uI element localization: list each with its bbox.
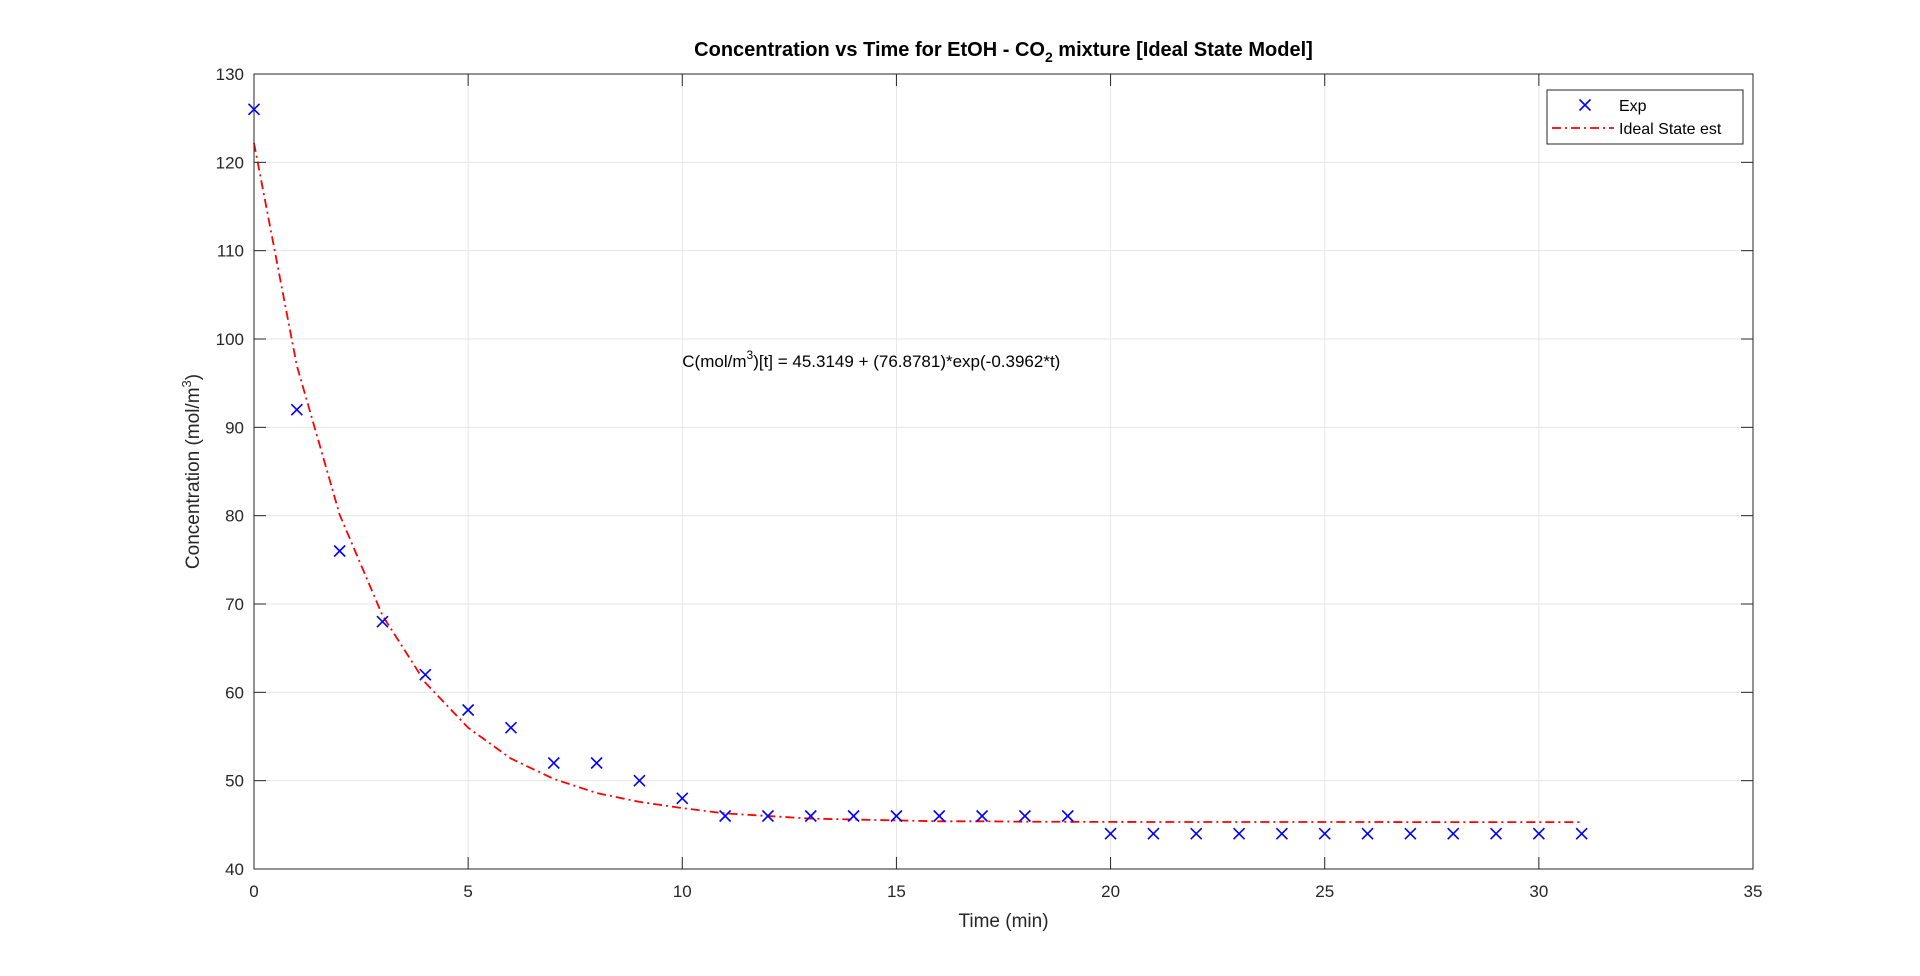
y-axis-label-close: ) (183, 374, 204, 380)
exp-data-point (1575, 827, 1588, 840)
axis-ticks: 0 5 10 15 20 25 30 35 40 50 60 70 80 90 100 110 120 130 (216, 65, 1763, 901)
plot-area (254, 74, 1753, 869)
exp-data-point (290, 403, 303, 416)
exp-data-point (1275, 827, 1288, 840)
exp-data-point (1318, 827, 1331, 840)
exp-data-point (719, 809, 732, 823)
exp-data-point (1018, 809, 1031, 823)
exp-data-point (1147, 827, 1160, 840)
exp-data-point (847, 809, 860, 823)
legend-exp-x-glyph (1578, 98, 1592, 112)
chart-title: Concentration vs Time for EtOH - CO2 mix… (694, 39, 1313, 65)
x-tick-label-1: 5 (463, 882, 472, 901)
exp-data-point (1532, 827, 1545, 840)
y-tick-label-6: 100 (216, 330, 244, 349)
x-axis-label: Time (min) (958, 911, 1048, 932)
exp-data-point (1104, 827, 1117, 840)
y-tick-label-0: 40 (225, 860, 244, 879)
exp-data-point (1232, 827, 1246, 840)
exp-data-point (419, 668, 432, 681)
series-markers (247, 103, 1588, 840)
plot-frame (253, 73, 1754, 870)
exp-data-point (590, 756, 603, 770)
exp-data-point (376, 615, 389, 628)
exp-data-point (1447, 827, 1460, 840)
y-axis-label: Concentration (mol/m3) (179, 374, 204, 569)
exp-data-point (676, 792, 689, 805)
y-tick-label-3: 70 (225, 595, 244, 614)
exp-data-point (547, 756, 560, 770)
legend-exp-marker-icon (1578, 98, 1592, 112)
x-tick-label-3: 15 (887, 882, 906, 901)
y-axis-label-main: Concentration (mol/m (183, 387, 204, 569)
y-tick-label-7: 110 (217, 242, 244, 261)
y-tick-label-1: 50 (225, 772, 244, 791)
exp-data-point (1489, 827, 1503, 840)
exp-data-point (333, 544, 346, 558)
fit-equation-sup: 3 (747, 348, 754, 362)
legend-box (1546, 89, 1744, 145)
chart-title-subscript: 2 (1045, 49, 1053, 65)
chart-title-suffix: mixture [Ideal State Model] (1053, 39, 1313, 61)
legend-entry-ideal-state-est: Ideal State est (1619, 121, 1722, 138)
x-tick-label-2: 10 (673, 882, 692, 901)
series-lines (253, 142, 1582, 823)
legend-entry-exp: Exp (1619, 98, 1647, 115)
exp-data-point (804, 809, 817, 823)
exp-data-point (1361, 827, 1374, 840)
exp-data-point (504, 721, 518, 734)
chart-title-prefix: Concentration vs Time for EtOH - CO (694, 39, 1045, 61)
exp-data-point (1190, 827, 1203, 840)
exp-data-point (1061, 809, 1074, 823)
y-tick-label-8: 120 (216, 153, 244, 172)
exp-data-point (890, 809, 903, 823)
x-tick-label-0: 0 (249, 882, 258, 901)
fit-line (253, 142, 1582, 823)
y-tick-label-2: 60 (225, 683, 244, 702)
exp-data-point (976, 809, 989, 823)
fit-equation-annotation: C(mol/m3)[t] = 45.3149 + (76.8781)*exp(-… (682, 348, 1060, 371)
y-tick-label-4: 80 (225, 507, 244, 526)
y-tick-label-9: 130 (216, 65, 244, 84)
x-tick-label-7: 35 (1744, 882, 1763, 901)
y-axis-label-sup: 3 (179, 380, 194, 387)
exp-data-point (1404, 827, 1417, 840)
exp-data-point (933, 809, 946, 823)
exp-data-point (633, 774, 646, 787)
fit-equation-after: )[t] = 45.3149 + (76.8781)*exp(-0.3962*t… (753, 352, 1060, 371)
fit-equation-before: C(mol/m (682, 352, 746, 371)
y-tick-label-5: 90 (225, 418, 244, 437)
legend: Exp Ideal State est (1546, 89, 1744, 145)
exp-data-point (462, 703, 475, 717)
x-tick-label-5: 25 (1315, 882, 1334, 901)
exp-data-point (761, 809, 775, 823)
x-tick-label-6: 30 (1529, 882, 1548, 901)
x-tick-label-4: 20 (1101, 882, 1120, 901)
